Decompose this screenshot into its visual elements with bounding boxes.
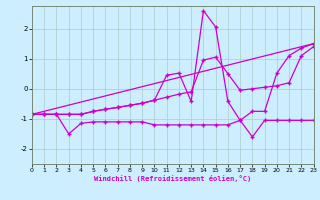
X-axis label: Windchill (Refroidissement éolien,°C): Windchill (Refroidissement éolien,°C): [94, 175, 252, 182]
